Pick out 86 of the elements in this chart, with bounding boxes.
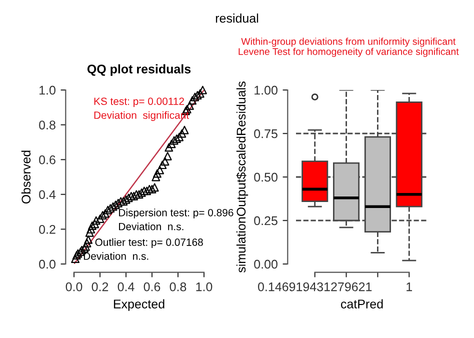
chart-title: Within-group deviations from uniformity significant (241, 38, 456, 47)
point (92, 216, 100, 225)
point (111, 200, 120, 210)
point (164, 143, 174, 152)
annotation: Deviation n.s. (84, 252, 148, 260)
x-tick-label: 0.2 (92, 282, 108, 292)
y-tick-label: 0.50 (254, 172, 278, 182)
point (72, 251, 81, 260)
y-tick-label: 0.75 (254, 129, 278, 138)
point (167, 140, 176, 148)
point (84, 235, 93, 244)
point (172, 134, 181, 143)
text: residual (216, 14, 258, 23)
point (175, 132, 184, 142)
x-axis-title: Expected (114, 299, 164, 311)
y-tick-label: 0.6 (39, 155, 56, 164)
point (152, 169, 162, 178)
x-tick-label: 1.0 (196, 282, 212, 292)
point (80, 244, 89, 253)
chart-subtitle: Levene Test for homogeneity of variance significant (238, 48, 459, 57)
point (190, 92, 200, 102)
annotation: Deviation n.s. (119, 222, 184, 230)
y-tick-label: 0.8 (39, 120, 56, 130)
point (96, 214, 104, 223)
y-tick-label: 1.0 (40, 86, 56, 95)
point (114, 198, 122, 208)
y-axis-title: Observed (21, 150, 31, 204)
point (142, 186, 152, 196)
y-tick-label: 0.0 (39, 260, 56, 269)
y-tick-label: 1.00 (254, 86, 278, 95)
point (134, 190, 144, 199)
point (188, 96, 197, 105)
point (122, 195, 130, 204)
point (74, 249, 82, 258)
point (76, 248, 85, 256)
point (160, 157, 170, 166)
point (137, 188, 146, 197)
annotation: KS test: p= 0.00112 (94, 98, 184, 108)
point (88, 221, 96, 230)
annotation: Dispersion test: p= 0.896 (119, 208, 234, 218)
point (116, 197, 126, 206)
point (82, 238, 92, 248)
point (90, 220, 100, 228)
point (98, 211, 107, 220)
y-axis-title: simulationOutput$scaledResiduals (236, 82, 248, 273)
point (132, 190, 141, 199)
point (156, 166, 164, 174)
annotation: Outlier test: p= 0.07168 (95, 238, 203, 248)
x-tick-label: 1 (406, 282, 412, 292)
x-tick-label: 0.4 (118, 282, 134, 292)
point (170, 136, 178, 145)
x-tick-label: 0.6 (144, 282, 160, 292)
point (119, 197, 128, 206)
point (126, 192, 136, 200)
point (81, 242, 90, 251)
point (108, 202, 118, 211)
point (185, 101, 194, 110)
point (163, 152, 172, 160)
x-tick-label: 0.8 (170, 282, 186, 292)
point (106, 204, 115, 213)
x-axis-title: catPred (340, 299, 383, 308)
point (86, 224, 96, 234)
point (198, 86, 207, 94)
y-tick-label: 0.25 (254, 216, 278, 226)
x-tick-label: 0.146919431279621 (258, 282, 372, 292)
point (196, 89, 204, 98)
y-tick-label: 0.2 (39, 225, 56, 234)
point (180, 126, 189, 134)
point (178, 129, 186, 138)
point (150, 183, 159, 192)
point (104, 206, 112, 214)
point (148, 184, 156, 194)
point (71, 254, 80, 264)
point (100, 209, 110, 218)
point (193, 90, 202, 100)
point (145, 184, 154, 194)
point (140, 186, 148, 196)
point (124, 194, 133, 202)
y-tick-label: 0.00 (254, 260, 278, 269)
point (85, 228, 94, 237)
x-tick-label: 0.0 (66, 282, 82, 292)
point (152, 172, 160, 182)
y-tick-label: 0.4 (39, 190, 56, 200)
chart-title: QQ plot residuals (87, 64, 191, 76)
point (158, 160, 167, 170)
point (130, 192, 138, 200)
